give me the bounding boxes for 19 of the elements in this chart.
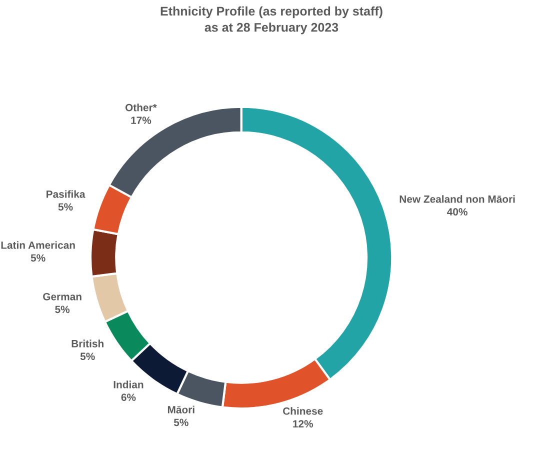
data-label: 5%	[80, 352, 95, 360]
chart-title: Ethnicity Profile (as reported by staff) as at 28 February 2023	[160, 6, 382, 34]
slice-label: German	[43, 292, 82, 300]
data-label: 12%	[293, 420, 314, 428]
data-label: 17%	[131, 116, 152, 124]
slice-label: British	[72, 340, 104, 348]
slice-label: Chinese	[283, 407, 323, 415]
slice-label: Latin American	[1, 241, 75, 249]
data-label: 5%	[58, 203, 73, 211]
data-label: 6%	[121, 394, 136, 402]
slice-label: Māori	[168, 406, 194, 414]
slice-label: New Zealand non Māori	[400, 195, 515, 203]
slice-label: Indian	[114, 380, 144, 388]
slice-label: Other*	[125, 104, 157, 112]
data-label: 5%	[55, 306, 70, 314]
slice-label: Pasifika	[46, 190, 86, 198]
data-label: 5%	[30, 254, 46, 262]
data-label: 40%	[447, 208, 468, 216]
data-label: 5%	[174, 418, 188, 426]
